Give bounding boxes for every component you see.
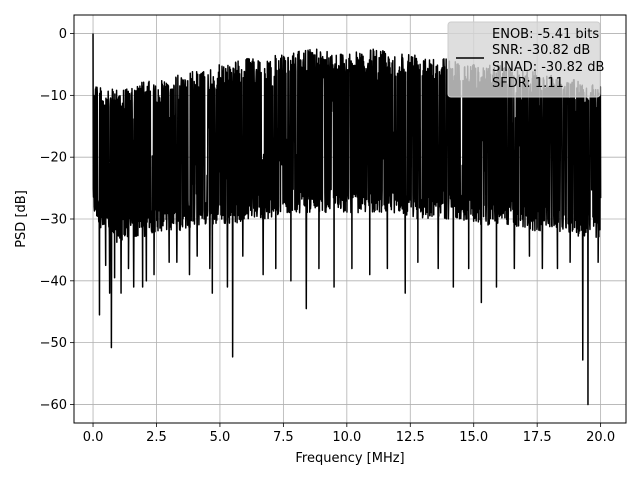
x-tick-label: 7.5 <box>273 430 294 445</box>
x-tick-label: 17.5 <box>523 430 552 445</box>
x-tick-label: 0.0 <box>83 430 104 445</box>
x-axis: 0.0 2.5 5.0 7.5 10.0 12.5 15.0 17.5 20.0 <box>83 423 615 445</box>
series-layer <box>92 33 602 406</box>
legend-entry-snr: SNR: -30.82 dB <box>492 43 590 58</box>
x-tick-label: 10.0 <box>332 430 361 445</box>
x-tick-label: 2.5 <box>146 430 167 445</box>
y-tick-label: −10 <box>40 89 67 104</box>
y-tick-label: −40 <box>40 274 67 289</box>
legend-entry-enob: ENOB: -5.41 bits <box>492 27 599 42</box>
legend: ENOB: -5.41 bits SNR: -30.82 dB SINAD: -… <box>447 21 604 98</box>
x-tick-label: 5.0 <box>210 430 231 445</box>
y-tick-label: −20 <box>40 151 67 166</box>
y-tick-label: −50 <box>40 336 67 351</box>
x-tick-label: 20.0 <box>586 430 615 445</box>
y-tick-label: 0 <box>59 27 67 42</box>
y-axis-label: PSD [dB] <box>14 190 29 248</box>
y-axis: 0 −10 −20 −30 −40 −50 −60 <box>40 27 74 413</box>
x-axis-label: Frequency [MHz] <box>295 451 404 466</box>
x-tick-label: 12.5 <box>396 430 425 445</box>
y-tick-label: −30 <box>40 213 67 228</box>
legend-entry-sfdr: SFDR: 1.11 <box>492 76 564 91</box>
legend-entry-sinad: SINAD: -30.82 dB <box>492 60 604 75</box>
x-tick-label: 15.0 <box>459 430 488 445</box>
psd-series-line <box>92 33 602 406</box>
y-tick-label: −60 <box>40 398 67 413</box>
legend-box <box>447 21 601 98</box>
